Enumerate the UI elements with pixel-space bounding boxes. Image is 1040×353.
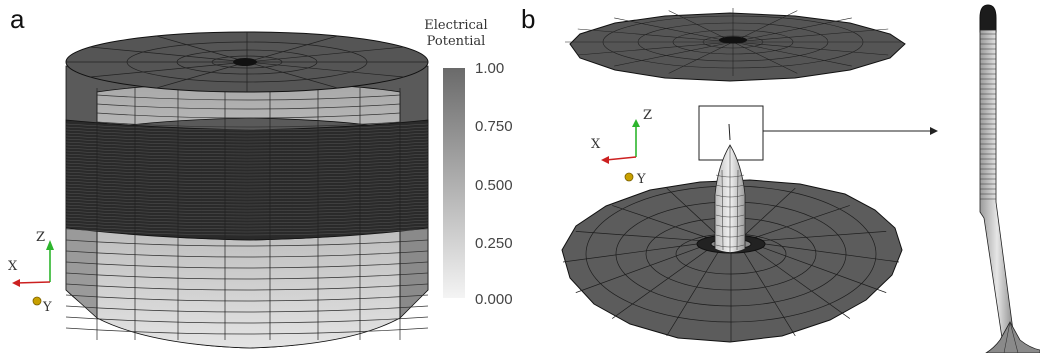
colorbar-tick: 0.000 (475, 291, 513, 308)
x-axis-label-b: X (591, 137, 601, 152)
top-electrode-disk (565, 8, 906, 82)
colorbar-tick: 0.750 (475, 118, 513, 135)
colorbar-gradient (443, 68, 465, 298)
colorbar-tick: 1.00 (475, 60, 505, 77)
z-axis-label-b: Z (643, 108, 653, 123)
zoomed-needle-wire (979, 4, 1040, 353)
x-axis-arrow-b (605, 156, 637, 161)
axis-triad-a (12, 240, 54, 306)
z-axis-label: Z (36, 230, 46, 245)
needle-electrode (714, 144, 746, 253)
colorbar-title-line2: Potential (426, 34, 486, 49)
y-axis-label-b: Y (637, 172, 646, 187)
colorbar-tick: 0.250 (475, 235, 513, 252)
cylinder-mesh (65, 31, 429, 349)
colorbar-tick: 0.500 (475, 177, 513, 194)
y-axis-label: Y (43, 300, 52, 315)
axis-triad-b (601, 119, 640, 182)
panel-label-b: b (521, 4, 536, 34)
y-axis-dot-b (624, 172, 634, 182)
x-axis-arrow (15, 281, 51, 284)
panel-label-a: a (10, 4, 25, 34)
y-axis-dot (32, 296, 42, 306)
ground-electrode-disk (561, 179, 903, 343)
colorbar-title-line1: Electrical (424, 18, 488, 33)
x-axis-label: X (8, 259, 18, 274)
colorbar-title: Electrical Potential (406, 18, 506, 50)
